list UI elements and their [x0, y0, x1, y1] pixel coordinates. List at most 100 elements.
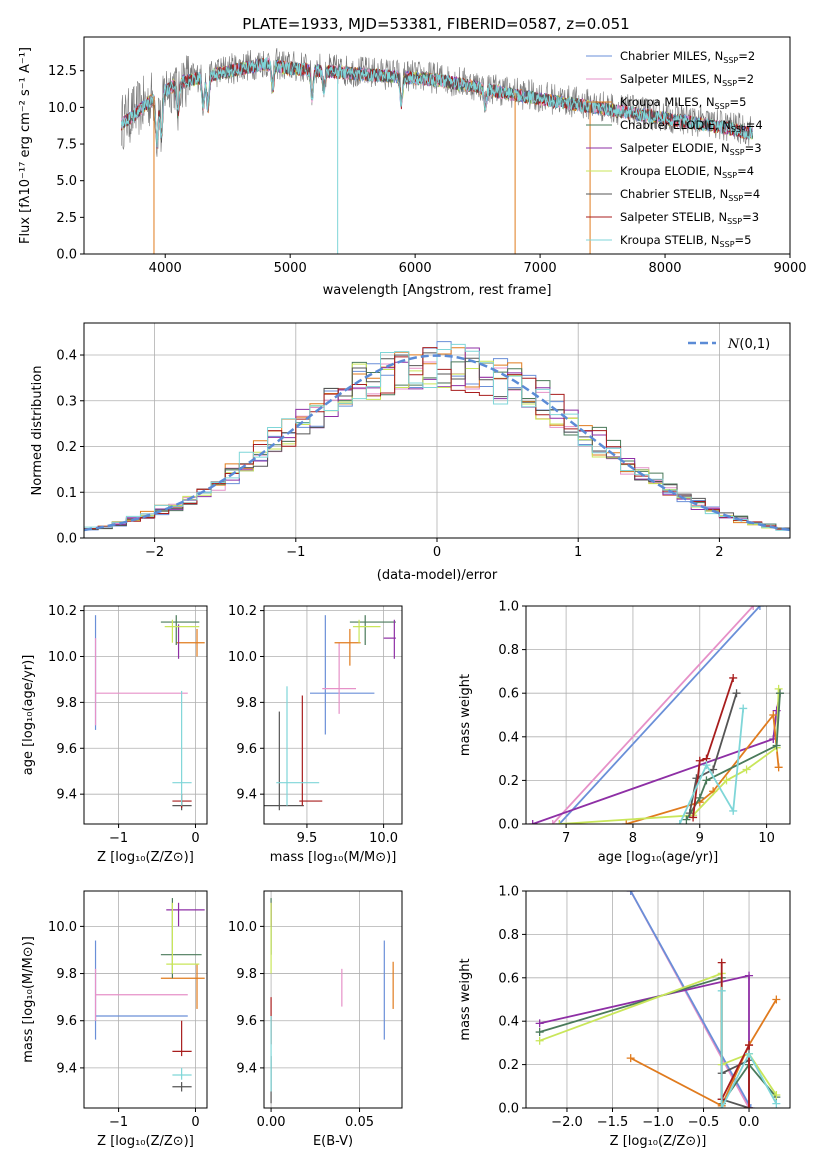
spectrum-plot-area: [121, 48, 753, 254]
weight-z-ylabel: mass weight: [458, 958, 473, 1040]
legend-normal-label: N(0,1): [727, 337, 770, 352]
weight-z-ytick-label: 0.2: [498, 1058, 519, 1073]
weight-age-ytick-label: 0.2: [498, 774, 519, 789]
weight-marker: [702, 761, 711, 770]
weight-marker: [722, 776, 731, 785]
weight-marker: [695, 756, 704, 765]
age-z-point-salpeter_miles: [94, 638, 188, 726]
weight-marker: [772, 1090, 781, 1099]
age-z-point-chabrier_elodie: [160, 615, 200, 646]
weight-age-series-salpeter_miles: [548, 606, 758, 824]
age-mass-xlabel: mass [log₁₀(M/M⊙)]: [270, 850, 397, 865]
weight-marker: [745, 971, 754, 980]
weight-marker: [528, 820, 537, 824]
legend-label-kroupa_elodie: Kroupa ELODIE, NSSP=4: [620, 164, 754, 180]
age-mass-xtick-label: 10.0: [369, 831, 398, 846]
mass-ebv-plot-area: [270, 898, 394, 1104]
hist-xtick-label: 0: [433, 545, 441, 560]
legend-imf: Kroupa MILES, N: [620, 95, 715, 109]
weight-line: [558, 606, 761, 824]
age-mass-point-chabrier_elodie: [349, 615, 396, 646]
weight-marker: [717, 1104, 726, 1108]
age-mass-point-kroupa_miles: [334, 628, 361, 666]
age-mass-ytick-label: 9.4: [236, 788, 257, 803]
weight-marker: [772, 741, 781, 750]
hist-ytick-label: 0.0: [56, 532, 77, 547]
spectrum-ytick-label: 2.5: [56, 211, 77, 226]
legend-subscript: SSP: [727, 217, 742, 226]
spectrum-xtick-label: 9000: [773, 261, 806, 276]
spectrum-model-kroupa_stelib: [121, 56, 753, 148]
weight-line: [629, 891, 752, 1108]
weight-marker: [709, 765, 718, 774]
spectrum-frame: [83, 36, 791, 255]
hist-xtick-label: −2: [145, 545, 164, 560]
legend-subscript: SSP: [731, 125, 746, 134]
weight-marker: [695, 793, 704, 802]
hist-ytick-label: 0.2: [56, 440, 77, 455]
weight-marker: [746, 1104, 755, 1108]
mass-weight-vs-age-panel: 7 8 9 10 0.0 0.2 0.4 0.6 0.8 1.0 age [log₁₀(age/yr…: [458, 600, 791, 865]
age-z-xtick-label: 0: [191, 831, 199, 846]
weight-marker: [675, 820, 684, 824]
mass-z-plot-area: [94, 898, 205, 1092]
hist-ytick-label: 0.4: [56, 349, 77, 364]
weight-marker: [745, 1041, 754, 1050]
weight-age-xtick-label: 7: [562, 831, 570, 846]
weight-marker: [755, 606, 764, 610]
weight-marker: [772, 1099, 781, 1108]
weight-marker: [626, 891, 635, 895]
mass-z-point-chabrier_stelib: [172, 1082, 192, 1092]
weight-age-xlabel: age [log₁₀(age/yr)]: [598, 850, 719, 865]
spectrum-xtick-label: 5000: [274, 261, 307, 276]
age-mass-ytick-label: 10.2: [228, 604, 257, 619]
weight-marker: [745, 1104, 754, 1108]
legend-label-chabrier_miles: Chabrier MILES, NSSP=2: [620, 49, 755, 65]
weight-age-ylabel: mass weight: [458, 674, 473, 756]
age-z-ytick-label: 9.6: [56, 742, 77, 757]
mass-weight-vs-metallicity-panel: −2.0 −1.5 −1.0 −0.5 0.0 0.0 0.2 0.4 0.6 0.8 1.0 Z […: [458, 885, 791, 1149]
legend-imf: Chabrier ELODIE, N: [620, 118, 731, 132]
weight-marker: [729, 673, 738, 682]
weight-line: [692, 677, 735, 818]
age-mass-ytick-label: 10.0: [228, 650, 257, 665]
age-z-ytick-label: 10.0: [48, 650, 77, 665]
weight-age-series-salpeter_stelib: [689, 673, 738, 822]
mass-z-ytick-label: 10.0: [48, 920, 77, 935]
weight-z-xtick-label: −0.5: [688, 1115, 720, 1130]
mass-z-ytick-label: 9.8: [56, 967, 77, 982]
residual-histogram-panel: −2 −1 0 1 2 0.0 0.1 0.2 0.3 0.4 (data-model)/error…: [30, 322, 791, 583]
weight-line: [539, 974, 750, 1108]
age-mass-ytick-label: 9.8: [236, 696, 257, 711]
weight-age-ytick-label: 0.0: [498, 818, 519, 833]
mass-z-xtick-label: −1: [109, 1115, 128, 1130]
mass-vs-ebv-panel: 0.00 0.05 9.4 9.6 9.8 10.0 E(B-V): [228, 890, 403, 1149]
weight-marker: [717, 958, 726, 967]
hist-ytick-label: 0.3: [56, 394, 77, 409]
hist-xlabel: (data-model)/error: [377, 568, 498, 583]
age-mass-frame: [263, 605, 403, 825]
age-z-plot-area: [94, 615, 205, 811]
legend-subscript: SSP: [722, 171, 737, 180]
legend-n: =4: [746, 118, 763, 132]
weight-age-frame: [525, 605, 791, 825]
weight-marker: [717, 986, 726, 995]
weight-marker: [626, 1054, 635, 1063]
age-mass-ytick-label: 9.6: [236, 742, 257, 757]
weight-marker: [729, 806, 738, 815]
age-mass-point-kroupa_elodie: [352, 619, 381, 643]
legend-subscript: SSP: [723, 56, 738, 65]
weight-z-series-chabrier_miles: [626, 891, 755, 1108]
mass-ebv-xtick-label: 0.05: [345, 1115, 374, 1130]
weight-z-xtick-label: −1.0: [642, 1115, 674, 1130]
legend-imf: Chabrier STELIB, N: [620, 187, 728, 201]
mass-z-point-kroupa_elodie: [166, 902, 200, 974]
weight-z-xtick-label: 0.0: [739, 1115, 760, 1130]
weight-marker: [535, 1028, 544, 1037]
legend-subscript: SSP: [720, 240, 735, 249]
mass-ebv-xtick-label: 0.00: [257, 1115, 286, 1130]
age-mass-plot-area: [264, 615, 396, 811]
weight-marker: [535, 1019, 544, 1028]
